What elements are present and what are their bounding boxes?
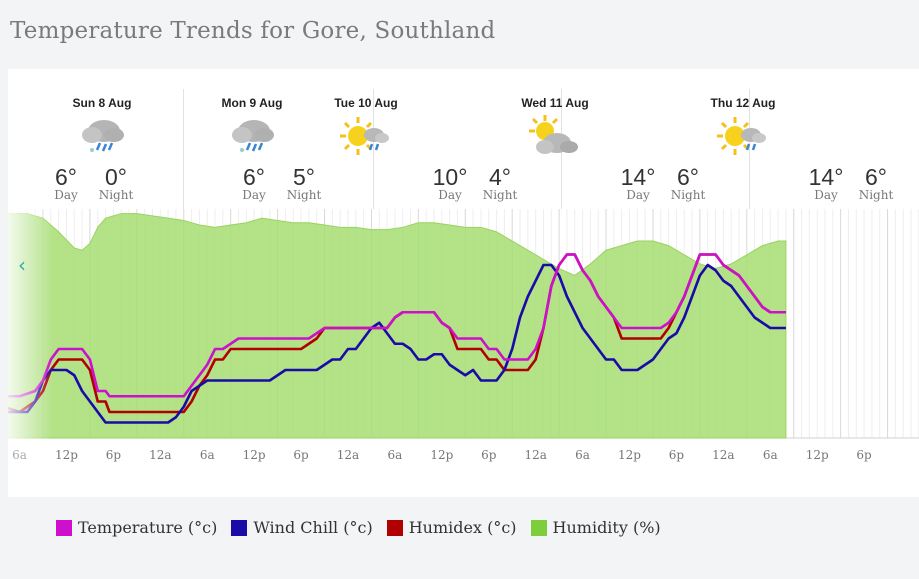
night-word: Night [482,188,518,202]
night-temp: 6° [865,164,887,190]
day-column[interactable]: Thu 12 Aug 14° Day 6° Night [711,69,919,209]
day-word: Day [242,188,266,202]
legend-swatch [386,519,403,536]
day-word: Day [814,188,838,202]
day-divider [183,89,184,209]
x-tick-label: 12p [243,448,266,462]
night-word: Night [858,188,894,202]
x-tick-label: 12p [55,448,78,462]
x-tick-label: 6p [856,448,872,462]
day-word: Day [54,188,78,202]
day-word: Day [626,188,650,202]
temperature-chart[interactable]: 6a 12p 6p 12a 6a 12p 6p 12a 6a 12p 6p 12a 6a 12p 6p 12a… [8,209,919,479]
day-divider [373,89,374,209]
x-tick-label: 12p [430,448,453,462]
day-column[interactable]: Tue 10 Aug 10° Day 4° Night [334,69,560,209]
x-tick-label: 12a [337,448,359,462]
night-word: Night [98,188,134,202]
day-temp: 14° [808,164,844,190]
day-temp: 10° [432,164,468,190]
day-temp: 6° [243,164,265,190]
sun-rain-icon [717,117,766,155]
x-tick-label: 6a [12,448,27,462]
sun-cloud-icon [529,115,578,154]
sun-rain-icon [340,117,389,155]
legend-swatch [231,519,248,536]
day-column[interactable]: Mon 9 Aug 6° Day 5° Night [158,69,346,209]
x-tick-label: 6p [669,448,685,462]
x-tick-label: 6p [106,448,122,462]
day-temp: 14° [620,164,656,190]
day-label: Wed 11 Aug [521,96,589,110]
day-label: Sun 8 Aug [72,96,132,110]
x-tick-label: 12p [806,448,829,462]
x-tick-label: 6a [763,448,778,462]
rain-cloud-icon [232,120,274,152]
legend-item-temperature[interactable]: Temperature (°c) [56,518,217,537]
day-label: Mon 9 Aug [221,96,283,110]
night-temp: 5° [293,164,315,190]
x-tick-label: 6p [481,448,497,462]
chevron-left-icon[interactable]: ‹ [18,253,26,277]
day-column[interactable]: Sun 8 Aug 6° Day 0° Night [8,69,196,209]
chart-legend: Temperature (°c) Wind Chill (°c) Humidex… [56,518,661,537]
legend-label: Temperature (°c) [78,518,218,537]
night-temp: 6° [677,164,699,190]
day-divider [749,89,750,209]
day-label: Thu 12 Aug [710,96,776,110]
x-tick-label: 6a [575,448,590,462]
x-tick-label: 12a [524,448,546,462]
legend-label: Wind Chill (°c) [253,518,373,537]
x-tick-label: 12p [618,448,641,462]
day-label: Tue 10 Aug [334,96,398,110]
day-temp: 6° [55,164,77,190]
legend-item-wind-chill[interactable]: Wind Chill (°c) [231,518,373,537]
legend-label: Humidity (%) [552,518,661,537]
rain-cloud-icon [82,120,124,152]
x-tick-label: 12a [712,448,734,462]
legend-item-humidity[interactable]: Humidity (%) [530,518,661,537]
temperature-line [8,253,786,398]
night-word: Night [286,188,322,202]
day-word: Day [438,188,462,202]
legend-item-humidex[interactable]: Humidex (°c) [386,518,517,537]
x-tick-label: 6a [388,448,403,462]
day-summary-strip: Sun 8 Aug 6° Day 0° Night Mon 9 Aug 6° Day … [8,69,919,209]
legend-swatch [56,519,72,536]
x-tick-label: 6p [293,448,309,462]
wind-line [8,263,786,424]
night-word: Night [670,188,706,202]
day-column[interactable]: Wed 11 Aug 14° Day 6° Night [521,69,749,209]
x-tick-label: 6a [200,448,215,462]
forecast-card: Sun 8 Aug 6° Day 0° Night Mon 9 Aug 6° Day … [8,69,919,497]
legend-swatch [530,519,547,536]
night-temp: 0° [105,164,127,190]
page-title: Temperature Trends for Gore, Southland [10,18,496,44]
x-tick-label: 12a [149,448,171,462]
night-temp: 4° [489,164,511,190]
legend-label: Humidex (°c) [408,518,517,537]
